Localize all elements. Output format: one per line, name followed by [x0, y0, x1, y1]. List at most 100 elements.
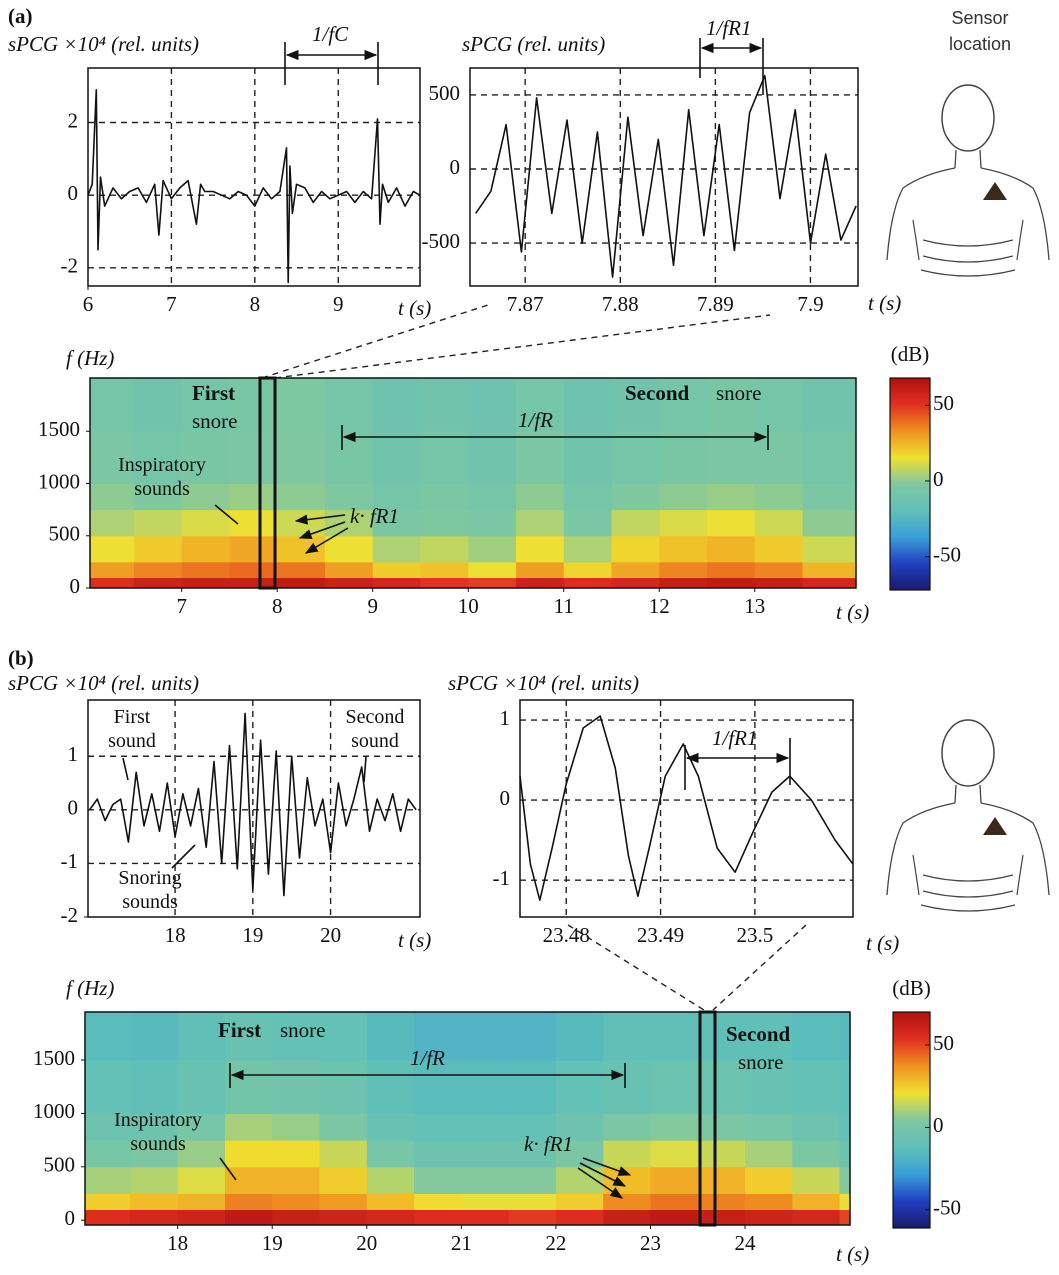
- annotation: k· fR1: [524, 1132, 573, 1156]
- heat-cell: [650, 1140, 699, 1168]
- heat-cell: [802, 509, 857, 537]
- heat-cell: [90, 431, 135, 485]
- x-axis-label: t (s): [836, 600, 869, 624]
- heat-cell: [839, 1060, 851, 1114]
- heat-cell: [555, 1193, 604, 1211]
- heat-cell: [319, 1113, 368, 1141]
- heat-cell: [603, 1060, 651, 1114]
- colorbar-label: (dB): [892, 976, 931, 1000]
- y-tick-label: 0: [70, 574, 81, 598]
- heat-cell: [324, 561, 374, 579]
- x-tick-label: 6: [83, 292, 94, 316]
- x-tick-label: 13: [744, 594, 765, 618]
- heat-cell: [272, 1209, 321, 1226]
- heat-cell: [508, 1060, 557, 1114]
- annotation: Inspiratory sounds: [118, 454, 206, 500]
- heat-cell: [229, 483, 278, 511]
- heat-cell: [372, 431, 421, 485]
- heat-cell: [90, 561, 135, 579]
- heat-cell: [802, 535, 857, 563]
- heat-cell: [563, 431, 612, 485]
- x-tick-label: 20: [320, 923, 341, 947]
- heat-cell: [515, 535, 565, 563]
- heat-cell: [802, 483, 857, 511]
- annotation: 1/fR1: [706, 16, 752, 40]
- colorbar: [889, 377, 931, 591]
- heat-cell: [611, 535, 660, 563]
- heat-cell: [277, 378, 326, 432]
- annotation-line: [363, 756, 367, 783]
- annotation-arrow: [577, 1167, 624, 1199]
- heat-cell: [839, 1166, 851, 1195]
- heat-cell: [839, 1140, 851, 1168]
- x-tick-label: 9: [367, 594, 378, 618]
- heat-cell: [133, 509, 183, 537]
- heat-cell: [224, 1060, 273, 1114]
- x-tick-label: 7.88: [602, 292, 639, 316]
- y-axis-label: sPCG ×10⁴ (rel. units): [448, 671, 639, 695]
- y-tick-label: 1000: [38, 469, 80, 493]
- x-tick-label: 9: [333, 292, 344, 316]
- y-tick-label: 500: [49, 522, 81, 546]
- colorbar: [892, 1011, 931, 1229]
- annotation-arrow: [579, 1162, 627, 1187]
- x-tick-label: 7: [176, 594, 187, 618]
- heat-cell: [461, 1012, 510, 1061]
- heat-cell: [366, 1166, 415, 1195]
- y-tick-label: 1500: [38, 417, 80, 441]
- heat-cell: [324, 378, 374, 432]
- colorbar-tick-label: -50: [933, 542, 961, 566]
- zoom-line: [712, 924, 807, 1011]
- heat-cell: [181, 535, 230, 563]
- heat-cell: [224, 1140, 273, 1168]
- annotation-arrow: [298, 521, 346, 539]
- heat-cell: [130, 1012, 179, 1061]
- colorbar-tick-label: 0: [933, 467, 944, 491]
- heat-cell: [611, 431, 660, 485]
- heat-cell: [133, 378, 183, 432]
- sensor-label: Sensor location: [948, 8, 1012, 54]
- heat-cell: [515, 483, 565, 511]
- heat-cell: [603, 1140, 651, 1168]
- heat-cell: [563, 577, 612, 589]
- heat-cell: [133, 535, 183, 563]
- heat-cell: [324, 577, 374, 589]
- y-tick-label: 1000: [33, 1099, 75, 1123]
- x-axis-label: t (s): [398, 928, 431, 952]
- heat-cell: [555, 1209, 604, 1226]
- x-axis-label: t (s): [866, 931, 899, 955]
- heat-cell: [707, 561, 756, 579]
- heat-cell: [650, 1113, 699, 1141]
- x-tick-label: 23.49: [637, 923, 684, 947]
- heat-cell: [420, 535, 469, 563]
- heat-cell: [697, 1209, 746, 1226]
- heat-cell: [792, 1166, 841, 1195]
- heat-cell: [754, 378, 804, 432]
- heat-cell: [177, 1193, 226, 1211]
- heat-cell: [650, 1012, 699, 1061]
- heat-cell: [272, 1166, 321, 1195]
- y-axis-label: sPCG ×10⁴ (rel. units): [8, 32, 199, 56]
- heat-cell: [707, 535, 756, 563]
- heat-cell: [229, 561, 278, 579]
- annotation: 1/fR: [518, 408, 553, 432]
- heat-cell: [707, 483, 756, 511]
- heat-cell: [515, 509, 565, 537]
- x-tick-label: 10: [458, 594, 479, 618]
- annotation-box: First sound: [108, 706, 156, 752]
- annotation: Second: [726, 1022, 791, 1046]
- plots: 6 7 8 9 -2 0 2 sPCG ×10⁴ (rel. units) t (s) 7.87 7…: [8, 32, 961, 1266]
- x-tick-label: 11: [554, 594, 574, 618]
- y-axis-label: sPCG (rel. units): [462, 32, 605, 56]
- heat-cell: [508, 1209, 557, 1226]
- heat-cell: [697, 1193, 746, 1211]
- heat-cell: [515, 431, 565, 485]
- heat-cell: [229, 535, 278, 563]
- heat-cell: [745, 1012, 793, 1061]
- x-tick-label: 18: [167, 1231, 188, 1255]
- heat-cell: [420, 431, 469, 485]
- x-axis-label: t (s): [398, 296, 431, 320]
- heat-cell: [85, 1060, 131, 1114]
- heat-cell: [555, 1060, 604, 1114]
